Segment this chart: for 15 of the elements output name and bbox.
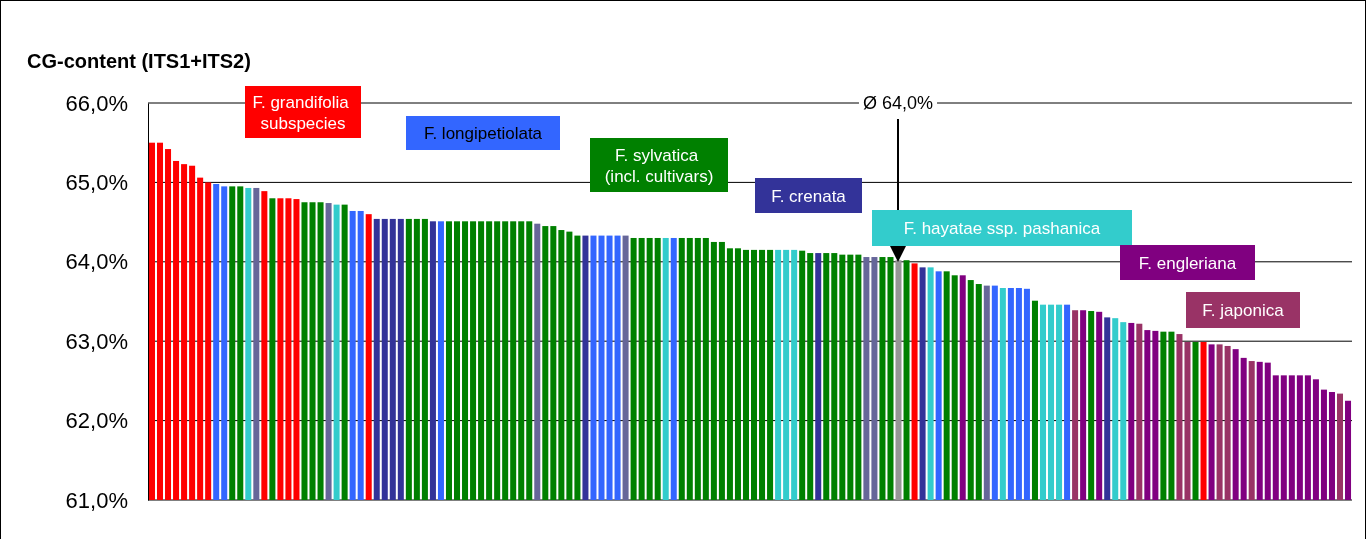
y-tick-label: 64,0% <box>65 249 128 275</box>
text: F. longipetiolata <box>423 124 543 143</box>
text: F. crenata <box>771 186 847 206</box>
text: F. hayatae ssp. pashanica <box>903 219 1101 238</box>
y-tick-label: 62,0% <box>65 408 128 434</box>
y-tick-label: 61,0% <box>65 487 128 513</box>
text: F. grandifolia subspecies <box>252 92 354 133</box>
text: F. sylvatica (incl. cultivars) <box>604 145 714 186</box>
y-tick-label: 66,0% <box>65 90 128 116</box>
y-tick-label: 63,0% <box>65 328 128 354</box>
text: F. engleriana <box>1138 253 1237 273</box>
annotation: Ø 64,0% <box>862 93 934 113</box>
series-label: F. japonica <box>1202 301 1285 320</box>
chart-title: CG-content (ITS1+ITS2) <box>27 50 251 72</box>
y-tick-label: 65,0% <box>65 169 128 195</box>
